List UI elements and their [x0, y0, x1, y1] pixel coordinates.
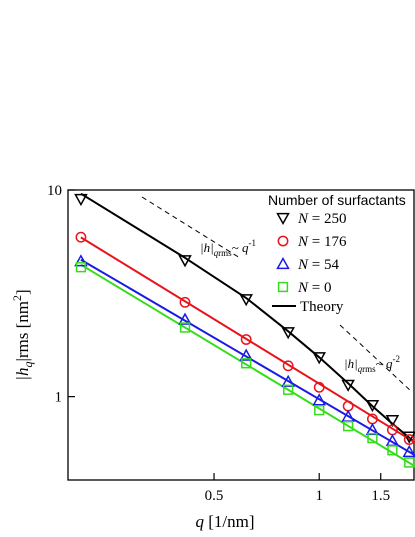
- data-point: [239, 348, 253, 361]
- theory-line: [80, 236, 415, 444]
- legend-label: N = 176: [297, 234, 347, 250]
- y-label-sub: q: [21, 362, 35, 368]
- y-label-part: |h: [13, 368, 32, 381]
- data-point: [365, 399, 380, 413]
- legend-label: N = 54: [297, 257, 339, 273]
- data-point: [385, 414, 400, 428]
- legend-label: N = 0: [297, 280, 331, 296]
- data-point: [179, 296, 191, 308]
- data-point: [281, 374, 295, 387]
- legend-marker: [277, 235, 289, 247]
- y-label-part: ]: [13, 289, 32, 295]
- x-axis-label: q [1/nm]: [195, 512, 254, 531]
- data-point: [387, 445, 398, 456]
- legend-marker: [277, 281, 289, 293]
- annotation: |h|qrms~ q-1: [200, 238, 256, 258]
- annotation-sup: -2: [392, 354, 400, 364]
- data-point: [178, 255, 192, 268]
- annotation-sub: rms: [362, 364, 376, 374]
- legend-var: N: [297, 257, 309, 273]
- theory-line: [80, 192, 415, 444]
- legend-num: = 0: [308, 280, 331, 296]
- data-point: [281, 327, 295, 340]
- theory-line: [80, 258, 415, 457]
- data-point: [342, 400, 354, 412]
- data-point: [402, 444, 415, 458]
- legend-num: = 54: [308, 257, 339, 273]
- theory-line: [80, 263, 415, 468]
- legend-marker: [276, 256, 290, 270]
- data-point: [313, 381, 325, 393]
- legend-var: N: [297, 211, 309, 227]
- data-point: [240, 334, 252, 345]
- y-label-sup: 2: [10, 295, 24, 301]
- annotation-part: ~ q: [376, 356, 393, 371]
- y-tick-label: 1: [55, 390, 63, 406]
- legend-num: = 176: [308, 234, 347, 250]
- annotation-sub: q: [214, 248, 219, 258]
- x-tick-label: 1: [315, 488, 323, 504]
- data-point: [403, 434, 415, 445]
- data-point: [74, 193, 88, 207]
- annotation-sub: rms: [218, 248, 232, 258]
- annotation-part: |h|: [344, 356, 358, 371]
- data-point: [341, 379, 355, 392]
- data-point: [402, 431, 415, 444]
- data-point: [282, 360, 294, 372]
- legend-var: N: [297, 280, 309, 296]
- slope-guide: [141, 196, 241, 259]
- data-point: [178, 312, 192, 325]
- y-tick-label: 10: [47, 183, 62, 199]
- annotation-sub: q: [358, 364, 363, 374]
- annotation-part: ~ q: [232, 240, 249, 255]
- data-point: [367, 432, 378, 444]
- data-point: [179, 322, 191, 333]
- annotation-part: |h|: [200, 240, 214, 255]
- legend-marker: [276, 212, 290, 226]
- data-point: [241, 358, 252, 369]
- data-point: [312, 393, 326, 406]
- data-point: [283, 384, 294, 395]
- data-point: [75, 262, 87, 273]
- plot-frame: [67, 189, 415, 481]
- x-label-unit: [1/nm]: [204, 512, 255, 531]
- annotation-sup: -1: [248, 238, 256, 248]
- legend-label: N = 250: [297, 211, 346, 227]
- x-tick-label: 0.5: [205, 488, 224, 504]
- data-point: [239, 294, 253, 307]
- x-label-var: q: [195, 512, 204, 531]
- legend-label: Theory: [300, 299, 344, 315]
- data-point: [342, 420, 354, 432]
- data-point: [404, 457, 415, 468]
- data-point: [314, 405, 325, 416]
- legend-num: = 250: [308, 211, 346, 227]
- annotation: |h|qrms~ q-2: [344, 354, 400, 374]
- data-point: [312, 352, 326, 365]
- data-point: [74, 254, 88, 267]
- data-point: [75, 231, 87, 243]
- legend-var: N: [297, 234, 309, 250]
- slope-guide: [339, 324, 413, 393]
- x-tick-label: 1.5: [371, 488, 390, 504]
- y-axis-label: |hq|rms [nm2]: [10, 289, 35, 380]
- y-label-part: |rms [nm: [13, 301, 32, 362]
- legend-title: Number of surfactants: [268, 192, 406, 208]
